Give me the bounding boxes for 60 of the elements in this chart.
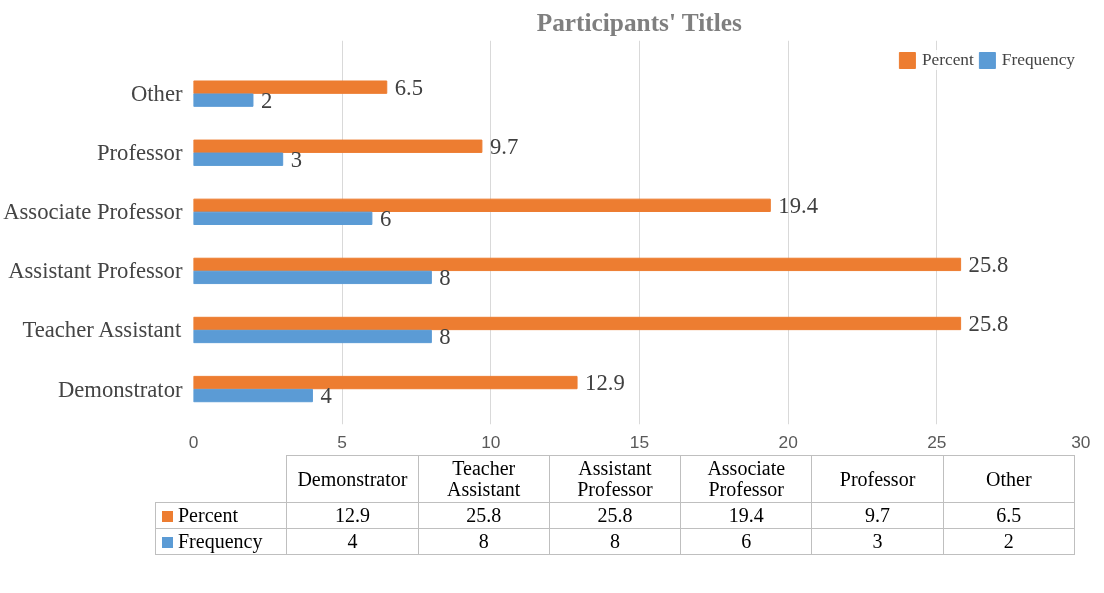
bar xyxy=(193,139,483,153)
y-tick-label: Assistant Professor xyxy=(8,258,183,284)
data-label: 6.5 xyxy=(943,502,1075,529)
bar xyxy=(193,93,254,107)
data-label: 8 xyxy=(549,528,681,555)
data-label: 8 xyxy=(418,528,550,555)
category-label: Assistant Professor xyxy=(549,455,681,503)
bar xyxy=(193,329,432,344)
category-label: Teacher Assistant xyxy=(418,455,550,503)
x-tick-label: 15 xyxy=(629,431,650,452)
x-tick-label: 5 xyxy=(337,431,347,452)
data-label: 6.5 xyxy=(394,74,424,100)
data-label: 3 xyxy=(811,528,944,555)
category-label: Professor xyxy=(811,455,944,503)
data-label: 25.8 xyxy=(418,502,550,529)
x-tick-label: 25 xyxy=(927,431,947,452)
data-label: 6 xyxy=(379,205,392,231)
bar xyxy=(193,388,313,403)
data-label: 19.4 xyxy=(778,192,818,218)
chart-title: Participants' Titles xyxy=(536,7,743,36)
x-tick-label: 20 xyxy=(778,431,798,452)
bar xyxy=(193,316,962,331)
legend-label: Percent xyxy=(155,502,287,529)
y-tick-label: Demonstrator xyxy=(57,376,183,402)
y-tick-label: Associate Professor xyxy=(3,199,183,225)
y-tick-label: Professor xyxy=(96,140,183,166)
x-tick-label: 30 xyxy=(1071,431,1091,452)
category-label: Demonstrator xyxy=(286,455,419,503)
data-label: 2 xyxy=(943,528,1075,555)
x-tick-label: 0 xyxy=(188,431,199,452)
data-label: 25.8 xyxy=(549,502,681,529)
data-label: 8 xyxy=(439,323,451,349)
bar xyxy=(193,80,388,94)
legend-label: Frequency xyxy=(155,528,287,555)
data-label: 12.9 xyxy=(585,370,625,396)
category-label: Other xyxy=(943,455,1075,503)
bar xyxy=(193,211,373,225)
bar xyxy=(193,375,578,390)
bar xyxy=(193,152,284,166)
data-label: 9.7 xyxy=(489,133,519,159)
data-label: 25.8 xyxy=(968,310,1009,336)
data-label: 4 xyxy=(320,383,332,409)
legend-label: Frequency xyxy=(1001,50,1075,70)
bar xyxy=(193,257,962,272)
data-label: 19.4 xyxy=(680,502,812,529)
data-label: 9.7 xyxy=(811,502,944,529)
bar xyxy=(193,270,432,285)
data-label: 25.8 xyxy=(968,251,1009,277)
data-label: 4 xyxy=(286,528,419,555)
x-tick-label: 10 xyxy=(481,431,501,452)
y-tick-label: Other xyxy=(130,81,183,107)
data-label: 3 xyxy=(290,146,303,172)
category-label: Associate Professor xyxy=(680,455,812,503)
data-label: 12.9 xyxy=(286,502,419,529)
legend-label: Percent xyxy=(921,50,974,70)
y-tick-label: Teacher Assistant xyxy=(22,317,182,343)
data-label: 8 xyxy=(439,264,451,290)
bar xyxy=(193,198,771,212)
data-label: 2 xyxy=(260,87,273,113)
data-label: 6 xyxy=(680,528,812,555)
